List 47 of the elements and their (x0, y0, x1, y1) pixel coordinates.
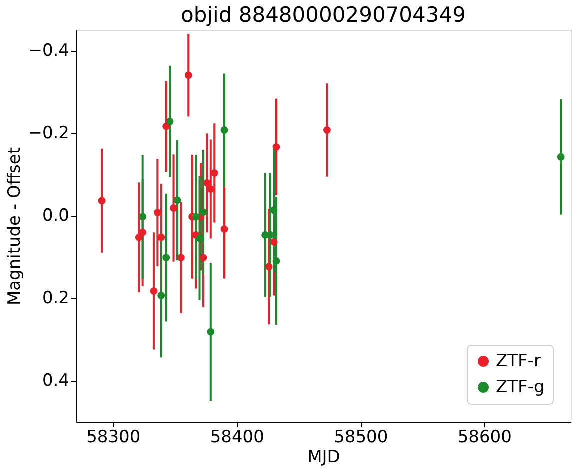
point (162, 122, 170, 130)
x-tick-label: 58300 (86, 428, 141, 448)
point (220, 226, 228, 233)
point (270, 238, 278, 246)
point (139, 213, 147, 221)
point (150, 287, 158, 295)
point (170, 204, 178, 212)
point (207, 328, 215, 336)
y-tick-label: 0.2 (42, 288, 70, 309)
y-axis-title: Magnitude - Offset (5, 147, 26, 306)
point (174, 196, 182, 204)
point (270, 206, 278, 214)
point (158, 234, 166, 242)
x-tick-label: 58400 (210, 428, 264, 448)
y-tick-label: −0.4 (28, 41, 70, 62)
point (272, 143, 280, 151)
point (162, 254, 170, 262)
legend-label: ZTF-g (496, 378, 545, 398)
y-tick-label: 0.0 (42, 206, 70, 226)
point (166, 118, 174, 126)
chart-title: objid 88480000290704349 (181, 3, 466, 27)
point (192, 213, 200, 221)
point (220, 126, 228, 134)
point (139, 228, 147, 236)
point (177, 254, 185, 262)
point (135, 234, 143, 242)
point (265, 263, 273, 271)
x-tick-label: 58500 (334, 428, 388, 448)
y-tick-label: −0.2 (28, 124, 70, 144)
point (184, 72, 192, 80)
point (324, 126, 331, 134)
x-tick-label: 58600 (458, 428, 512, 448)
y-tick-label: 0.4 (42, 371, 70, 392)
point (196, 234, 204, 242)
point (98, 197, 106, 205)
point (200, 208, 208, 216)
point (200, 254, 208, 262)
point (272, 257, 280, 265)
legend-label: ZTF-r (496, 352, 541, 372)
point (154, 209, 162, 216)
point (207, 186, 215, 193)
point (266, 231, 274, 239)
x-axis-title: MJD (308, 448, 340, 468)
point (210, 169, 218, 177)
point (203, 179, 211, 187)
point (158, 292, 166, 300)
point (557, 153, 565, 161)
